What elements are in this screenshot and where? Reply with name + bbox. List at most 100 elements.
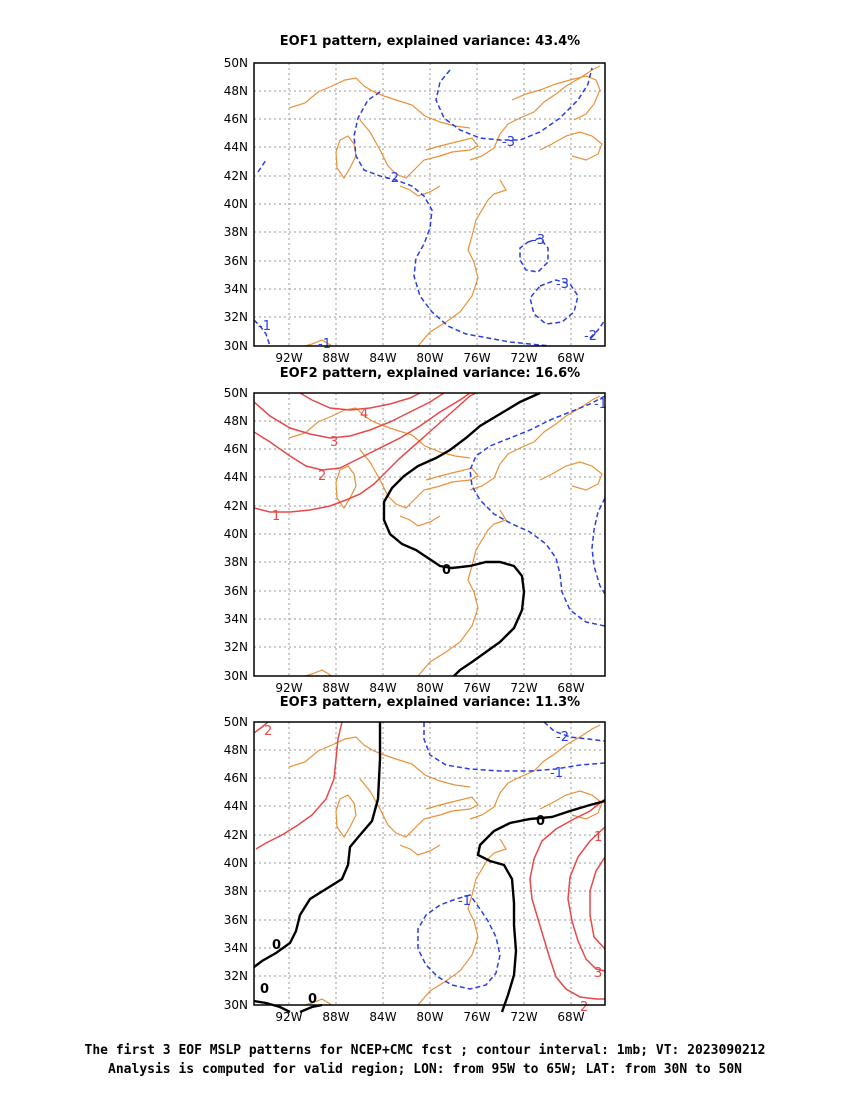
- coastline: [288, 724, 603, 1006]
- coastline: [288, 395, 603, 677]
- lat-tick-label: 50N: [224, 715, 248, 729]
- lat-tick-label: 32N: [224, 310, 248, 324]
- lat-tick-label: 30N: [224, 669, 248, 683]
- lon-tick-label: 88W: [322, 681, 349, 695]
- contour-label: 0: [272, 938, 281, 953]
- contour-label: -2: [584, 329, 597, 344]
- graticule: [254, 393, 605, 676]
- graticule: [254, 722, 605, 1005]
- contour-label: -3: [556, 277, 569, 292]
- contour-label: 0: [536, 814, 545, 829]
- negative-contours: [417, 721, 606, 990]
- negative-contours: [253, 67, 606, 347]
- eof2-map: 4 3 2 1 -1 0 50N 48N 46N 44N 42N 40N 38N…: [224, 386, 607, 695]
- lon-tick-label: 72W: [510, 1010, 537, 1024]
- contour-label: -2: [556, 730, 569, 745]
- contour-label: 1: [594, 830, 602, 845]
- lat-tick-label: 44N: [224, 470, 248, 484]
- map-frame: [253, 721, 606, 1006]
- panel-title: EOF2 pattern, explained variance: 16.6%: [279, 366, 581, 381]
- contour-label: -3: [502, 135, 515, 150]
- positive-contours: [253, 392, 477, 513]
- contour-label: 3: [594, 966, 602, 981]
- lon-tick-label: 68W: [557, 681, 584, 695]
- lat-tick-label: 42N: [224, 828, 248, 842]
- lat-tick-label: 34N: [224, 941, 248, 955]
- lat-tick-label: 46N: [224, 112, 248, 126]
- lat-tick-label: 30N: [224, 998, 248, 1012]
- contour-labels: 2 1 3 2 -2 -1 -1 0 0 0 0: [260, 724, 602, 1015]
- eof3-map: 2 1 3 2 -2 -1 -1 0 0 0 0 50N 48N 46N 44N…: [224, 715, 606, 1024]
- contour-label: -2: [386, 171, 399, 186]
- lon-tick-label: 68W: [557, 351, 584, 365]
- lon-tick-label: 80W: [416, 351, 443, 365]
- contour-label: -1: [258, 319, 271, 334]
- contour-label: -1: [318, 337, 331, 352]
- lon-tick-label: 92W: [275, 681, 302, 695]
- lat-tick-label: 32N: [224, 640, 248, 654]
- positive-contours: [253, 721, 606, 1000]
- lon-tick-label: 72W: [510, 681, 537, 695]
- contour-label: 2: [264, 724, 272, 739]
- lon-tick-label: 92W: [275, 351, 302, 365]
- contour-labels: 4 3 2 1 -1 0: [272, 397, 607, 578]
- graticule: [254, 63, 605, 346]
- lon-tick-label: 84W: [369, 1010, 396, 1024]
- map-frame: [253, 62, 606, 347]
- lon-tick-label: 68W: [557, 1010, 584, 1024]
- lon-tick-labels: 92W 88W 84W 80W 76W 72W 68W: [275, 1010, 584, 1024]
- lat-tick-label: 46N: [224, 771, 248, 785]
- negative-contours: [469, 395, 606, 627]
- lat-tick-label: 46N: [224, 442, 248, 456]
- lat-tick-labels: 50N 48N 46N 44N 42N 40N 38N 36N 34N 32N …: [224, 715, 248, 1012]
- lon-tick-label: 88W: [322, 1010, 349, 1024]
- contour-label: -3: [532, 233, 545, 248]
- contour-label: 4: [360, 407, 368, 422]
- lon-tick-label: 84W: [369, 681, 396, 695]
- contour-labels: -3 -2 -3 -3 -1 -1 -2: [258, 135, 597, 352]
- panel-title: EOF1 pattern, explained variance: 43.4%: [279, 34, 581, 49]
- lat-tick-label: 40N: [224, 856, 248, 870]
- contour-label: 3: [330, 435, 338, 450]
- map-frame: [253, 392, 606, 677]
- lat-tick-label: 50N: [224, 386, 248, 400]
- lat-tick-label: 38N: [224, 225, 248, 239]
- contour-label: 0: [308, 992, 317, 1007]
- contour-label: 1: [272, 509, 280, 524]
- lon-tick-label: 84W: [369, 351, 396, 365]
- lat-tick-label: 30N: [224, 339, 248, 353]
- contour-label: 2: [580, 1000, 588, 1015]
- contour-label: -1: [550, 766, 563, 781]
- lon-tick-label: 76W: [463, 1010, 490, 1024]
- lon-tick-label: 76W: [463, 681, 490, 695]
- lon-tick-label: 92W: [275, 1010, 302, 1024]
- lat-tick-label: 44N: [224, 140, 248, 154]
- lat-tick-label: 36N: [224, 913, 248, 927]
- lat-tick-label: 50N: [224, 56, 248, 70]
- eof1-map: -3 -2 -3 -3 -1 -1 -2 50N 48N 46N 44N 42N…: [224, 56, 606, 365]
- lon-tick-label: 88W: [322, 351, 349, 365]
- lat-tick-label: 34N: [224, 282, 248, 296]
- lat-tick-label: 34N: [224, 612, 248, 626]
- lat-tick-label: 38N: [224, 884, 248, 898]
- panel-title: EOF3 pattern, explained variance: 11.3%: [279, 695, 581, 710]
- lat-tick-label: 40N: [224, 527, 248, 541]
- lat-tick-label: 42N: [224, 169, 248, 183]
- lat-tick-labels: 50N 48N 46N 44N 42N 40N 38N 36N 34N 32N …: [224, 56, 248, 353]
- lat-tick-label: 36N: [224, 254, 248, 268]
- lon-tick-labels: 92W 88W 84W 80W 76W 72W 68W: [275, 351, 584, 365]
- lat-tick-label: 32N: [224, 969, 248, 983]
- contour-label: -1: [458, 894, 471, 909]
- contour-label: 0: [442, 563, 451, 578]
- lat-tick-label: 38N: [224, 555, 248, 569]
- lon-tick-label: 80W: [416, 1010, 443, 1024]
- contour-label: 0: [260, 982, 269, 997]
- lon-tick-label: 76W: [463, 351, 490, 365]
- lat-tick-labels: 50N 48N 46N 44N 42N 40N 38N 36N 34N 32N …: [224, 386, 248, 683]
- lat-tick-label: 44N: [224, 799, 248, 813]
- lat-tick-label: 48N: [224, 414, 248, 428]
- lat-tick-label: 48N: [224, 84, 248, 98]
- contour-label: -1: [594, 397, 607, 412]
- coastline: [288, 65, 603, 347]
- lon-tick-labels: 92W 88W 84W 80W 76W 72W 68W: [275, 681, 584, 695]
